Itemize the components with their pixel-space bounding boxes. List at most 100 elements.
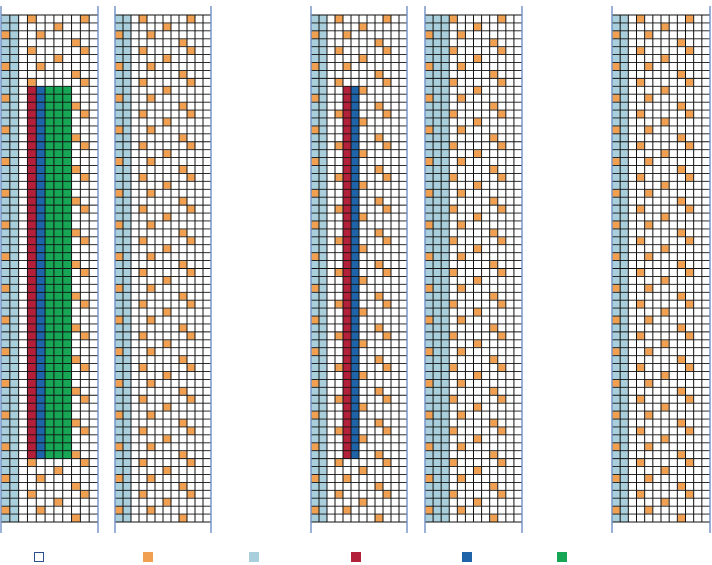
orange-cell <box>490 166 498 173</box>
orange-cell <box>115 506 123 514</box>
orange-cell <box>80 490 89 498</box>
orange-cell <box>311 63 319 70</box>
orange-cell <box>80 459 89 467</box>
orange-cell <box>661 276 669 284</box>
orange-cell <box>498 110 506 118</box>
orange-cell <box>147 348 155 356</box>
orange-cell <box>179 356 187 364</box>
blue-band <box>36 86 46 459</box>
green-band <box>45 86 72 459</box>
orange-cell <box>359 467 367 474</box>
orange-cell <box>449 490 457 498</box>
orange-cell <box>425 316 433 324</box>
orange-cell <box>661 150 669 158</box>
orange-cell <box>139 427 147 435</box>
orange-cell <box>72 70 80 78</box>
orange-cell <box>139 173 147 181</box>
orange-cell <box>661 403 669 411</box>
orange-cell <box>645 506 653 514</box>
orange-cell <box>498 332 506 340</box>
orange-cell <box>686 459 694 467</box>
orange-cell <box>457 189 465 197</box>
orange-cell <box>677 451 685 459</box>
orange-cell <box>311 284 319 292</box>
orange-cell <box>474 118 482 126</box>
orange-cell <box>490 261 498 268</box>
orange-cell <box>163 403 171 411</box>
orange-cell <box>163 498 171 506</box>
orange-cell <box>425 379 433 387</box>
orange-cell <box>661 371 669 379</box>
orange-cell <box>490 39 498 47</box>
orange-cell <box>637 269 645 276</box>
orange-cell <box>449 78 457 86</box>
orange-cell <box>27 47 36 55</box>
orange-cell <box>449 332 457 340</box>
orange-cell <box>645 31 653 39</box>
orange-cell <box>490 482 498 490</box>
orange-cell <box>498 427 506 435</box>
orange-cell <box>311 253 319 261</box>
orange-cell <box>612 284 620 292</box>
orange-cell <box>637 110 645 118</box>
orange-cell <box>498 395 506 403</box>
orange-cell <box>1 348 10 356</box>
orange-cell <box>139 237 147 245</box>
orange-cell <box>383 269 391 276</box>
orange-cell <box>425 474 433 482</box>
orange-cell <box>115 411 123 419</box>
orange-cell <box>449 15 457 23</box>
orange-cell <box>474 435 482 443</box>
orange-cell <box>72 292 80 300</box>
orange-cell <box>612 443 620 451</box>
orange-cell <box>474 245 482 253</box>
orange-cell <box>457 94 465 102</box>
orange-cell <box>677 70 685 78</box>
orange-cell <box>139 459 147 467</box>
orange-cell <box>677 292 685 300</box>
orange-cell <box>163 245 171 253</box>
orange-cell <box>139 110 147 118</box>
orange-cell <box>343 474 351 482</box>
orange-cell <box>612 253 620 261</box>
orange-cell <box>637 142 645 150</box>
panel-2 <box>114 6 212 533</box>
orange-cell <box>457 253 465 261</box>
orange-cell <box>54 55 63 63</box>
orange-cell <box>179 102 187 110</box>
orange-cell <box>645 253 653 261</box>
orange-cell <box>311 348 319 356</box>
orange-cell <box>612 316 620 324</box>
orange-cell <box>311 31 319 39</box>
panel-5 <box>611 6 711 533</box>
orange-cell <box>187 237 195 245</box>
orange-cell <box>686 364 694 371</box>
orange-cell <box>115 94 123 102</box>
orange-cell <box>72 419 80 427</box>
orange-cell <box>457 158 465 166</box>
orange-cell <box>449 300 457 308</box>
orange-cell <box>637 364 645 371</box>
orange-cell <box>1 189 10 197</box>
orange-cell <box>1 506 10 514</box>
orange-cell <box>686 142 694 150</box>
orange-cell <box>375 134 383 142</box>
panel-1 <box>0 6 99 533</box>
orange-cell <box>311 316 319 324</box>
orange-cell <box>1 411 10 419</box>
orange-cell <box>661 118 669 126</box>
orange-cell <box>677 197 685 205</box>
orange-cell <box>335 237 343 245</box>
orange-cell <box>375 166 383 173</box>
orange-cell <box>115 189 123 197</box>
orange-cell <box>490 387 498 395</box>
orange-cell <box>311 411 319 419</box>
orange-cell <box>80 300 89 308</box>
orange-cell <box>147 158 155 166</box>
orange-cell <box>139 269 147 276</box>
orange-cell <box>425 189 433 197</box>
orange-cell <box>645 474 653 482</box>
orange-cell <box>147 316 155 324</box>
orange-cell <box>383 78 391 86</box>
orange-cell <box>80 395 89 403</box>
